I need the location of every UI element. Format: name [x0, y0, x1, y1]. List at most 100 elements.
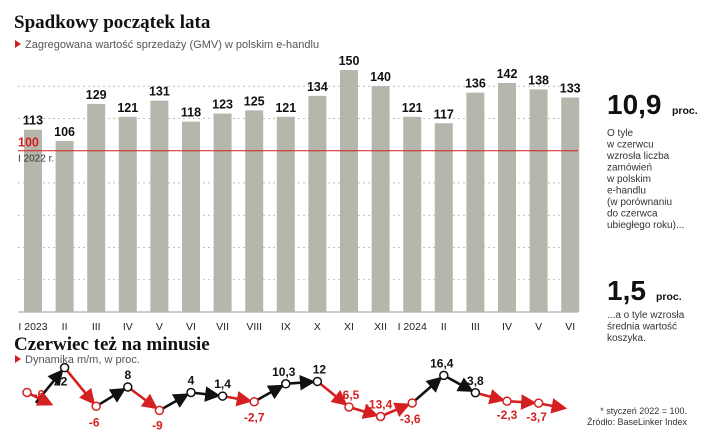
x-tick-label: V — [535, 321, 542, 333]
bar-value-label: 106 — [54, 125, 75, 139]
reference-line-group: 100 I 2022 r. — [18, 136, 578, 165]
footnote: * styczeń 2022 = 100. — [600, 406, 687, 416]
data-point-start — [22, 387, 32, 398]
bar — [561, 97, 580, 312]
data-point — [375, 411, 386, 422]
line-segment — [352, 403, 379, 419]
x-tick-label: VI — [186, 321, 196, 333]
line-segment — [195, 386, 221, 402]
stat-orders-note-line: ubiegłego roku)... — [607, 220, 684, 231]
line-segment — [99, 387, 127, 406]
bar-value-label: 134 — [307, 80, 328, 94]
line-chart-segments — [30, 369, 568, 419]
bar-value-label: 133 — [560, 81, 581, 95]
stat-orders-note-line: do czerwca — [607, 209, 658, 220]
bar-value-label: 118 — [181, 106, 201, 120]
x-tick-label: III — [471, 321, 480, 333]
mom-value-label: 4 — [188, 373, 195, 387]
data-point — [59, 362, 70, 373]
data-point — [344, 402, 354, 412]
data-point — [186, 387, 196, 398]
stat-orders-note-line: zamówień — [607, 163, 652, 174]
line-segment — [257, 384, 285, 401]
line-segment — [320, 383, 348, 406]
data-point — [502, 396, 512, 406]
stat-basket-note-line: ...a o tyle wzrosła — [607, 310, 685, 321]
line-segment — [290, 374, 316, 391]
line-segment — [162, 393, 190, 410]
data-point — [439, 370, 449, 381]
data-point — [123, 382, 133, 392]
x-tick-label: VII — [216, 321, 229, 333]
mom-value-label: -6 — [34, 387, 45, 401]
mom-value-label: 1,4 — [214, 377, 231, 391]
bar — [498, 82, 516, 312]
line-segment — [226, 390, 253, 407]
mom-value-label: 8 — [124, 368, 131, 382]
mom-value-label: -13,4 — [365, 397, 393, 411]
mom-value-label: 10,3 — [272, 365, 296, 379]
line-chart-title: Czerwiec też na minusie — [14, 334, 210, 355]
stat-orders-note-line: w polskim — [606, 174, 651, 185]
data-point — [281, 379, 291, 389]
stat-basket-note-line: średnia wartość — [607, 322, 677, 333]
bar — [118, 116, 137, 313]
bar — [308, 95, 327, 312]
line-segment — [384, 402, 411, 418]
data-point — [533, 398, 544, 408]
bar-value-label: 136 — [465, 77, 486, 91]
bar-value-label: 138 — [528, 73, 549, 87]
bar-value-label: 125 — [244, 94, 265, 108]
mom-value-label: -6 — [89, 415, 100, 429]
stat-basket-value: 1,5 — [607, 275, 646, 306]
bar-value-label: 123 — [212, 98, 233, 112]
stat-orders-note-line: O tyle — [607, 128, 634, 139]
mom-value-label: -2,3 — [497, 408, 518, 422]
stat-orders-note-line: (w porównaniu — [607, 197, 672, 208]
bar — [245, 110, 264, 312]
bar-chart-value-labels: 113 106 129 121 131 118 123 125 121 134 150 140 121 1… — [23, 54, 581, 139]
mom-value-label: -3,7 — [526, 410, 547, 424]
mom-value-label: 16,4 — [430, 356, 454, 370]
bar — [24, 129, 42, 312]
bar — [213, 113, 232, 312]
data-point — [312, 376, 323, 387]
stat-basket-unit: proc. — [656, 291, 682, 303]
data-point — [407, 398, 417, 408]
bar — [55, 141, 74, 312]
bar — [182, 121, 200, 312]
x-tick-label: IX — [281, 321, 291, 333]
stat-orders-note-line: w czerwcu — [606, 140, 654, 151]
line-segment — [414, 376, 443, 401]
bar-chart-x-ticks: I 2023 II III IV V VI VII VIII IX X XI XII I 2024 II I… — [18, 321, 575, 333]
bar-value-label: 129 — [86, 88, 107, 102]
mom-value-label: 3,8 — [467, 374, 484, 388]
bar — [340, 70, 358, 312]
bar-value-label: 113 — [23, 114, 43, 128]
bar — [276, 116, 295, 313]
line-segment — [66, 370, 95, 405]
line-segment — [479, 389, 506, 405]
bar-value-label: 142 — [497, 67, 518, 81]
bar-value-label: 121 — [402, 101, 423, 115]
bar-chart-subtitle: Zagregowana wartość sprzedaży (GMV) w po… — [25, 39, 319, 51]
source-note: Źródło: BaseLinker Index — [587, 417, 688, 427]
line-chart-subtitle: Dynamika m/m, w proc. — [25, 354, 140, 366]
x-tick-label: VI — [565, 321, 575, 333]
line-chart-value-labels: -6 22 -6 8 -9 4 1,4 -2,7 10,3 12 -6,5 -13,4 -3,6 16,4… — [34, 356, 548, 432]
bar-value-label: 117 — [434, 107, 454, 121]
bar-value-label: 121 — [275, 101, 296, 115]
line-segment-trailing — [542, 398, 568, 414]
x-tick-label: IV — [502, 321, 512, 333]
x-tick-label: XII — [374, 321, 387, 333]
subtitle-marker-icon-2 — [15, 355, 21, 363]
mom-value-label: -9 — [152, 418, 163, 432]
mom-value-label: -2,7 — [244, 411, 265, 425]
x-tick-label: I 2023 — [18, 321, 47, 333]
stat-orders-unit: proc. — [672, 105, 698, 117]
stat-orders-note-line: e-handlu — [607, 186, 646, 197]
x-tick-label: I 2024 — [398, 321, 427, 333]
line-segment — [511, 394, 537, 410]
bar-chart-bars — [24, 70, 580, 313]
